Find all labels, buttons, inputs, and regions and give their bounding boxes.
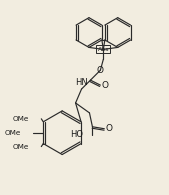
Text: Abs: Abs <box>98 47 109 52</box>
Text: HO: HO <box>70 130 83 139</box>
FancyBboxPatch shape <box>96 45 110 53</box>
Text: OMe: OMe <box>5 130 21 136</box>
Text: OMe: OMe <box>13 144 29 150</box>
Text: O: O <box>106 124 113 133</box>
Text: O: O <box>97 66 104 75</box>
Text: HN: HN <box>75 78 88 87</box>
Text: O: O <box>102 81 109 90</box>
Text: OMe: OMe <box>13 116 29 122</box>
